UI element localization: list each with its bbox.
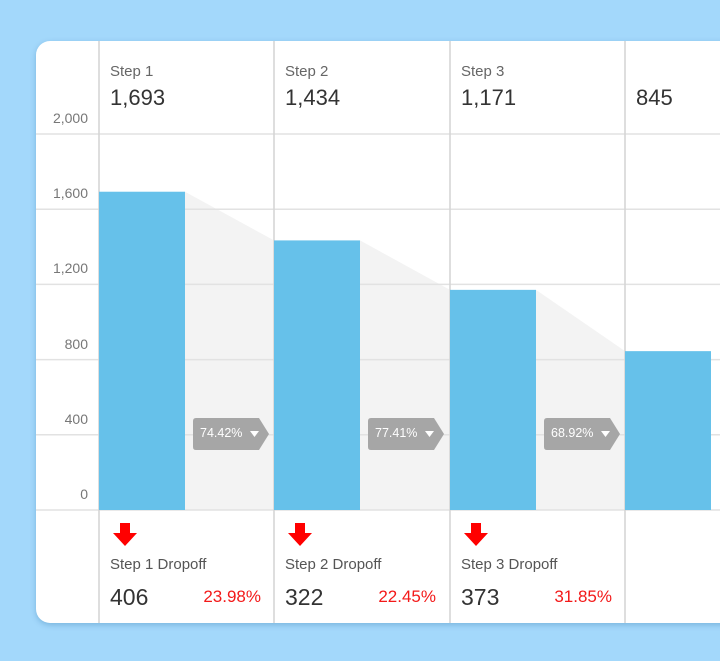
bar [99, 191, 185, 510]
y-tick-label: 0 [80, 486, 88, 502]
bar [625, 351, 711, 510]
connector-area [185, 191, 274, 510]
y-tick-label: 400 [64, 410, 88, 427]
dropoff-label: Step 2 Dropoff [285, 556, 382, 573]
step-label: Step 2 [285, 63, 329, 80]
bar [450, 289, 536, 510]
step-label: Step 1 [110, 63, 154, 80]
dropoff-percent: 22.45% [378, 587, 436, 606]
dropoff-count: 406 [110, 584, 149, 610]
step-label: Step 3 [461, 63, 505, 80]
caret-down-icon [250, 431, 259, 437]
dropoff-count: 322 [285, 584, 324, 610]
bar [274, 240, 360, 510]
dropoff-percent: 23.98% [203, 587, 261, 606]
conversion-rate: 68.92% [551, 426, 594, 440]
conversion-tag [544, 418, 620, 450]
y-tick-label: 2,000 [52, 110, 88, 126]
dropoff-percent: 31.85% [554, 587, 612, 606]
caret-down-icon [601, 431, 610, 437]
step-value: 1,693 [110, 85, 166, 110]
down-arrow-icon [113, 523, 137, 546]
dropoff-label: Step 1 Dropoff [110, 556, 207, 573]
step-value: 845 [636, 85, 673, 110]
dropoff-count: 373 [461, 584, 500, 610]
funnel-chart-card: 0 400 800 1,200 1,600 2,000 Step 1 1,693 Step 2 1… [36, 41, 720, 623]
conversion-rate: 74.42% [200, 426, 243, 440]
caret-down-icon [425, 431, 434, 437]
connector-area [360, 240, 450, 510]
conversion-tag [368, 418, 444, 450]
down-arrow-icon [288, 523, 312, 546]
step-value: 1,171 [461, 85, 517, 110]
dropoff-label: Step 3 Dropoff [461, 556, 558, 573]
funnel-chart [36, 41, 720, 623]
y-tick-label: 800 [64, 335, 88, 352]
step-value: 1,434 [285, 85, 341, 110]
connector-area [536, 289, 625, 510]
y-tick-label: 1,600 [52, 185, 88, 202]
conversion-tag [193, 418, 269, 450]
down-arrow-icon [464, 523, 488, 546]
conversion-rate: 77.41% [375, 426, 418, 440]
y-tick-label: 1,200 [52, 260, 88, 277]
